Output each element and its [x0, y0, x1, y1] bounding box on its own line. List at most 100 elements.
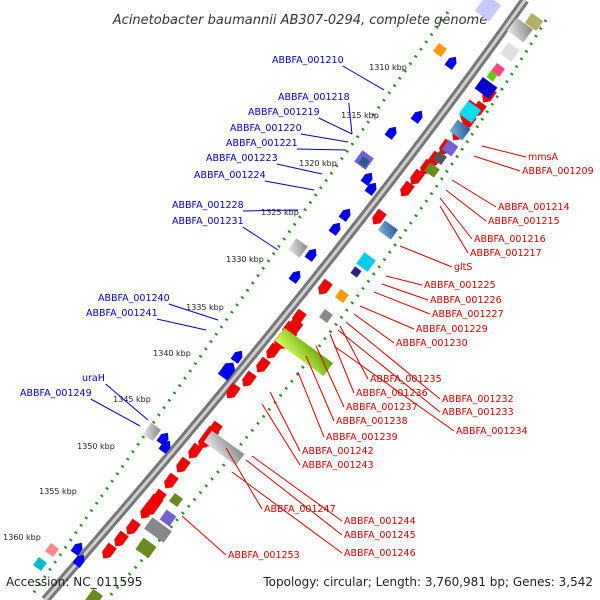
label-connector	[481, 145, 527, 158]
tick-label: 1310 kbp	[369, 63, 407, 72]
feature-box	[474, 77, 498, 99]
feature-box	[350, 266, 362, 278]
feature-box	[449, 119, 471, 141]
label-connector	[439, 205, 469, 254]
feature-box	[424, 162, 440, 178]
gene-arrow	[444, 56, 457, 70]
gene-label-left: ABBFA_001210	[272, 55, 344, 66]
feature-box	[33, 557, 47, 571]
gene-label-right: ABBFA_001245	[344, 530, 416, 541]
gene-arrow	[102, 542, 117, 559]
label-connector	[399, 245, 453, 268]
label-connector	[105, 383, 149, 421]
gene-label-right: ABBFA_001253	[228, 550, 300, 561]
gene-arrow	[400, 180, 415, 197]
feature-box	[433, 43, 447, 57]
tick-label: 1345 kbp	[113, 395, 151, 404]
label-connector	[264, 180, 315, 191]
feature-box	[378, 220, 398, 240]
gene-arrow	[126, 518, 141, 535]
gene-label-right: ABBFA_001239	[326, 432, 398, 443]
feature-box	[45, 543, 59, 557]
gene-label-right: ABBFA_001232	[442, 394, 514, 405]
feature-box	[441, 139, 459, 157]
feature-box	[159, 509, 177, 527]
label-connector	[353, 313, 395, 344]
position-tick-ring	[28, 11, 450, 599]
gene-label-right: ABBFA_001233	[442, 407, 514, 418]
tick-label: 1335 kbp	[186, 303, 224, 312]
label-connector	[339, 325, 369, 380]
gene-label-left: ABBFA_001240	[98, 293, 170, 304]
gene-arrow	[318, 278, 333, 295]
label-connector	[445, 189, 487, 222]
feature-box	[474, 0, 502, 22]
gene-label-right: ABBFA_001246	[344, 548, 416, 559]
gene-arrow	[188, 442, 203, 459]
gene-track	[33, 0, 544, 600]
gene-label-right: ABBFA_001237	[346, 402, 418, 413]
gene-arrow	[72, 554, 85, 568]
tick-label: 1320 kbp	[299, 159, 337, 168]
gene-label-left: uraH	[82, 373, 105, 384]
label-connector	[276, 163, 323, 175]
label-connector	[231, 471, 343, 554]
inner-tick-ring	[106, 19, 548, 600]
gene-label-right: ABBFA_001247	[264, 504, 336, 515]
kbp-tick-labels: 1310 kbp 1315 kbp 1320 kbp 1325 kbp 1330 kbp…	[3, 63, 407, 542]
label-connector	[251, 455, 343, 522]
tick-label: 1330 kbp	[226, 255, 264, 264]
label-connector	[168, 303, 219, 321]
gene-label-right: mmsA	[528, 152, 558, 163]
gene-label-left: ABBFA_001224	[194, 170, 266, 181]
feature-box	[135, 537, 157, 559]
gene-arrow	[288, 270, 301, 284]
gene-arrow	[143, 493, 164, 515]
gene-label-right: ABBFA_001234	[456, 426, 528, 437]
tick-label: 1355 kbp	[39, 487, 77, 496]
right-gene-labels: mmsA ABBFA_001209 ABBFA_001214 ABBFA_001215…	[228, 152, 594, 561]
gene-label-right: ABBFA_001215	[488, 216, 560, 227]
label-connector	[181, 515, 227, 556]
gene-arrow	[164, 472, 179, 489]
feature-box	[144, 517, 172, 543]
label-connector	[242, 209, 299, 212]
gene-label-right: ABBFA_001225	[424, 280, 496, 291]
gene-label-left: ABBFA_001228	[172, 200, 244, 211]
label-connector	[225, 447, 263, 510]
tick-label: 1315 kbp	[341, 111, 379, 120]
label-connector	[345, 321, 441, 400]
gene-label-left: ABBFA_001241	[86, 308, 158, 319]
feature-box	[507, 17, 533, 43]
gene-arrow	[226, 382, 241, 399]
label-connector	[337, 329, 441, 413]
feature-box	[486, 70, 498, 82]
gene-label-left: ABBFA_001219	[248, 107, 320, 118]
label-connector	[473, 155, 521, 172]
gene-arrow	[114, 530, 129, 547]
gene-label-right: ABBFA_001242	[302, 446, 374, 457]
gene-label-right: ABBFA_001244	[344, 516, 416, 527]
label-connector	[300, 133, 349, 143]
gene-label-left: ABBFA_001231	[172, 216, 244, 227]
label-connector	[269, 391, 301, 452]
feature-box	[524, 13, 544, 31]
tick-label: 1360 kbp	[3, 533, 41, 542]
feature-box	[85, 588, 103, 600]
gene-arrow	[304, 248, 317, 262]
feature-box	[500, 42, 520, 62]
gene-arrow	[384, 126, 397, 140]
gene-arrow	[70, 542, 83, 556]
gene-arrow	[176, 456, 191, 473]
feature-box	[275, 327, 333, 377]
label-connector	[385, 275, 423, 286]
gene-label-left: ABBFA_001223	[206, 153, 278, 164]
gene-label-left: ABBFA_001218	[278, 92, 350, 103]
label-connector	[348, 102, 353, 135]
gene-label-right: ABBFA_001238	[336, 416, 408, 427]
label-connector	[342, 65, 385, 91]
feature-box	[358, 156, 370, 168]
gene-arrow	[328, 222, 341, 236]
